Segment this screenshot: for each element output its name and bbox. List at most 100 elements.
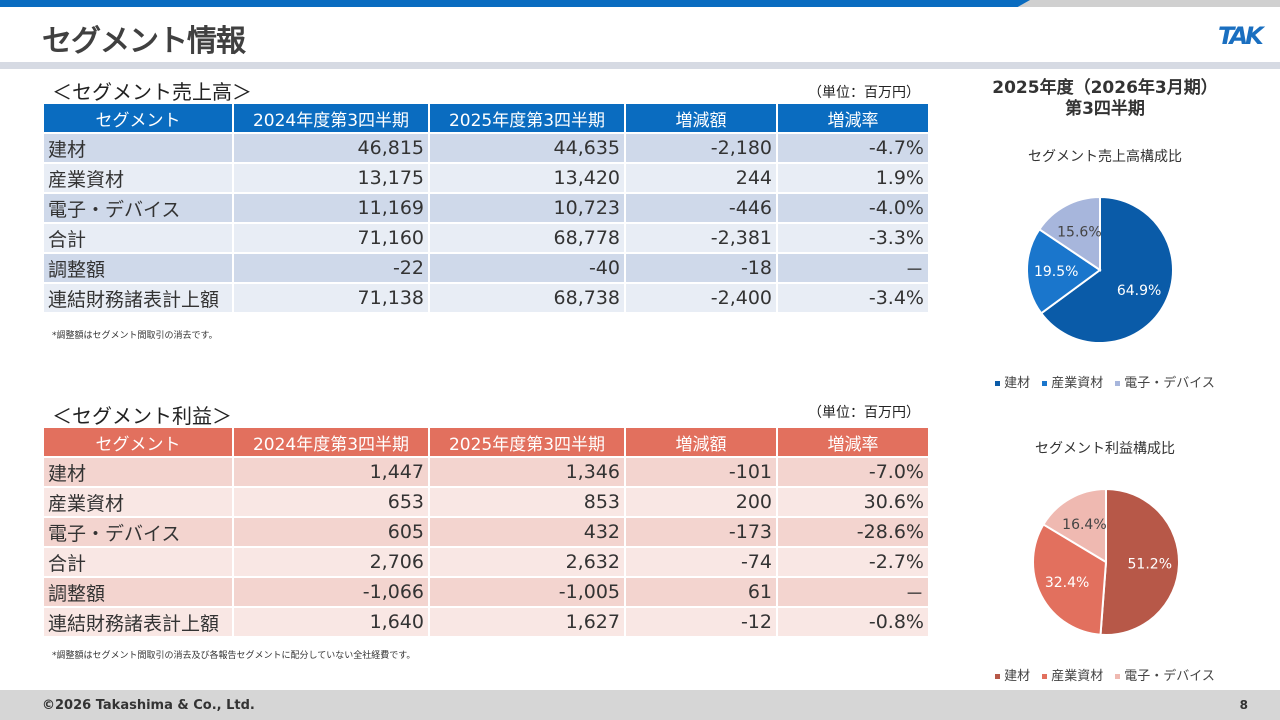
pie-data-label: 64.9% bbox=[1117, 283, 1161, 299]
table-cell: 電子・デバイス bbox=[44, 518, 232, 546]
page-number: 8 bbox=[1239, 698, 1248, 712]
sales-section-title: ＜セグメント売上高＞ bbox=[52, 80, 252, 104]
table-cell: -40 bbox=[430, 254, 624, 282]
sales-legend: 建材 産業資材 電子・デバイス bbox=[960, 372, 1250, 391]
sales-pie-chart: 64.9% 19.5% 15.6% bbox=[1026, 195, 1174, 344]
column-header: 増減額 bbox=[626, 104, 776, 132]
table-row: 電子・デバイス 11,169 10,723 -446 -4.0% bbox=[44, 194, 928, 222]
pie-slice-2 bbox=[1037, 195, 1101, 272]
table-cell: 連結財務諸表計上額 bbox=[44, 284, 232, 312]
copyright: ©2026 Takashima & Co., Ltd. bbox=[42, 698, 255, 713]
legend-swatch-icon bbox=[1115, 674, 1121, 679]
pie-data-label: 16.4% bbox=[1062, 517, 1106, 533]
profit-chart-title: セグメント利益構成比 bbox=[1035, 441, 1175, 457]
pie-data-label: 51.2% bbox=[1128, 557, 1172, 573]
table-cell: 432 bbox=[430, 518, 624, 546]
sales-chart-title: セグメント売上高構成比 bbox=[1028, 149, 1182, 165]
table-cell: 13,175 bbox=[234, 164, 428, 192]
sales-note: *調整額はセグメント間取引の消去です。 bbox=[52, 331, 218, 341]
table-cell: 1,627 bbox=[430, 608, 624, 636]
legend-label: 建材 bbox=[1004, 376, 1031, 391]
profit-table: セグメント 2024年度第3四半期 2025年度第3四半期 増減額 増減率 建材 1,447… bbox=[42, 426, 930, 638]
legend-item: 建材 bbox=[995, 376, 1030, 391]
legend-label: 電子・デバイス bbox=[1124, 376, 1215, 391]
table-row: 産業資材 13,175 13,420 244 1.9% bbox=[44, 164, 928, 192]
table-cell: -173 bbox=[626, 518, 776, 546]
table-cell: 13,420 bbox=[430, 164, 624, 192]
table-header: セグメント 2024年度第3四半期 2025年度第3四半期 増減額 増減率 bbox=[44, 104, 928, 132]
column-header: セグメント bbox=[44, 428, 232, 456]
table-row: 合計 2,706 2,632 -74 -2.7% bbox=[44, 548, 928, 576]
legend-swatch-icon bbox=[995, 381, 1001, 386]
period-title: 2025年度（2026年3月期） 第3四半期 bbox=[992, 78, 1218, 119]
table-cell: 244 bbox=[626, 164, 776, 192]
table-cell: 電子・デバイス bbox=[44, 194, 232, 222]
pie-slice-2 bbox=[1042, 487, 1107, 564]
legend-item: 電子・デバイス bbox=[1115, 669, 1215, 684]
table-cell: 71,160 bbox=[234, 224, 428, 252]
table-row: 調整額 -1,066 -1,005 61 － bbox=[44, 578, 928, 606]
table-cell: 46,815 bbox=[234, 134, 428, 162]
legend-label: 産業資材 bbox=[1051, 376, 1104, 391]
table-cell: 産業資材 bbox=[44, 164, 232, 192]
column-header: 増減率 bbox=[778, 104, 928, 132]
column-header: 増減額 bbox=[626, 428, 776, 456]
table-cell: 653 bbox=[234, 488, 428, 516]
legend-label: 産業資材 bbox=[1051, 669, 1104, 684]
table-cell: -2.7% bbox=[778, 548, 928, 576]
table-cell: 2,632 bbox=[430, 548, 624, 576]
table-cell: 71,138 bbox=[234, 284, 428, 312]
table-cell: 産業資材 bbox=[44, 488, 232, 516]
table-cell: 68,778 bbox=[430, 224, 624, 252]
legend-label: 電子・デバイス bbox=[1124, 669, 1215, 684]
table-cell: － bbox=[778, 254, 928, 282]
table-cell: -101 bbox=[626, 458, 776, 486]
column-header: セグメント bbox=[44, 104, 232, 132]
table-cell: 1,447 bbox=[234, 458, 428, 486]
pie-data-label: 19.5% bbox=[1034, 264, 1078, 280]
column-header: 2025年度第3四半期 bbox=[430, 104, 624, 132]
legend-item: 建材 bbox=[995, 669, 1030, 684]
table-cell: 61 bbox=[626, 578, 776, 606]
table-cell: 44,635 bbox=[430, 134, 624, 162]
sales-table: セグメント 2024年度第3四半期 2025年度第3四半期 増減額 増減率 建材 46,81… bbox=[42, 102, 930, 314]
table-row: 調整額 -22 -40 -18 － bbox=[44, 254, 928, 282]
table-cell: -2,381 bbox=[626, 224, 776, 252]
legend-item: 産業資材 bbox=[1042, 376, 1103, 391]
table-cell: 68,738 bbox=[430, 284, 624, 312]
table-cell: 605 bbox=[234, 518, 428, 546]
table-cell: -2,400 bbox=[626, 284, 776, 312]
legend-swatch-icon bbox=[1042, 674, 1048, 679]
company-logo: TAK bbox=[1218, 22, 1264, 50]
legend-swatch-icon bbox=[995, 674, 1001, 679]
table-cell: -4.7% bbox=[778, 134, 928, 162]
pie-data-label: 32.4% bbox=[1045, 575, 1089, 591]
pie-slice-1 bbox=[1026, 227, 1102, 315]
table-row: 合計 71,160 68,778 -2,381 -3.3% bbox=[44, 224, 928, 252]
table-cell: 連結財務諸表計上額 bbox=[44, 608, 232, 636]
table-row: 産業資材 653 853 200 30.6% bbox=[44, 488, 928, 516]
table-row: 連結財務諸表計上額 71,138 68,738 -2,400 -3.4% bbox=[44, 284, 928, 312]
table-cell: 合計 bbox=[44, 548, 232, 576]
table-cell: 建材 bbox=[44, 458, 232, 486]
profit-pie-chart: 51.2% 32.4% 16.4% bbox=[1032, 487, 1180, 636]
profit-unit: （単位：百万円） bbox=[808, 405, 920, 421]
legend-swatch-icon bbox=[1115, 381, 1121, 386]
table-cell: -0.8% bbox=[778, 608, 928, 636]
legend-item: 電子・デバイス bbox=[1115, 376, 1215, 391]
footer: ©2026 Takashima & Co., Ltd. 8 bbox=[0, 690, 1280, 720]
top-accent-bar bbox=[0, 0, 1280, 7]
table-cell: -28.6% bbox=[778, 518, 928, 546]
table-cell: － bbox=[778, 578, 928, 606]
table-cell: 200 bbox=[626, 488, 776, 516]
sales-unit: （単位：百万円） bbox=[808, 85, 920, 101]
pie-slice-0 bbox=[1039, 195, 1174, 344]
table-cell: 853 bbox=[430, 488, 624, 516]
divider bbox=[0, 62, 1280, 69]
table-cell: -18 bbox=[626, 254, 776, 282]
table-cell: -74 bbox=[626, 548, 776, 576]
table-cell: -1,066 bbox=[234, 578, 428, 606]
table-cell: -2,180 bbox=[626, 134, 776, 162]
pie-slice-0 bbox=[1099, 487, 1180, 636]
table-cell: -7.0% bbox=[778, 458, 928, 486]
